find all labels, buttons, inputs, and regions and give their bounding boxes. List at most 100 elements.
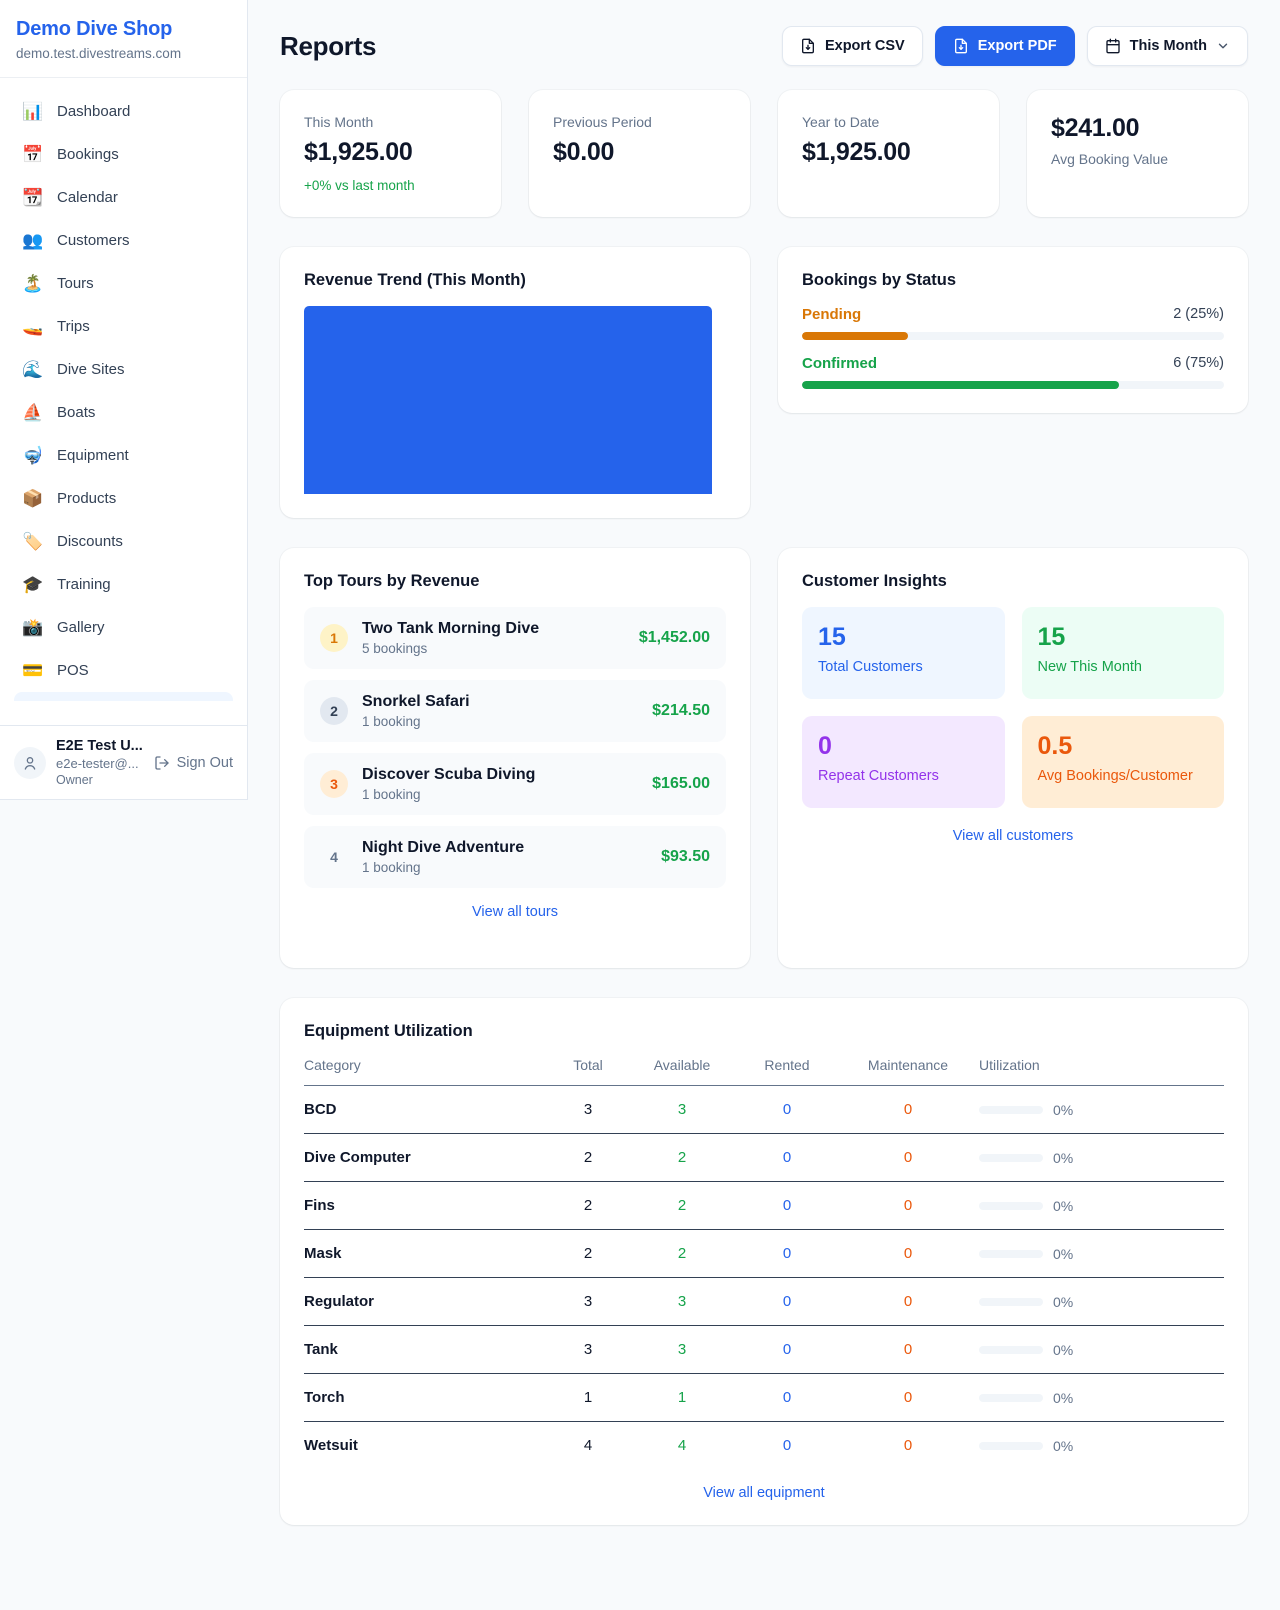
sidebar-item-label: Trips — [57, 318, 90, 335]
equipment-total: 2 — [583, 1197, 593, 1214]
revenue-trend-bar — [304, 306, 712, 494]
tour-name: Discover Scuba Diving — [362, 766, 536, 783]
calendar-icon — [1106, 38, 1120, 54]
status-label: Pending — [802, 306, 862, 323]
equipment-utilization: 0% — [979, 1390, 1224, 1406]
discounts-icon: 🏷️ — [22, 532, 44, 551]
equipment-category: Dive Computer — [304, 1149, 411, 1166]
insight-value: 15 — [818, 623, 846, 651]
utilization-percent: 0% — [1053, 1101, 1074, 1118]
sidebar-item-bookings[interactable]: 📅 Bookings — [12, 133, 235, 176]
equipment-utilization: 0% — [979, 1198, 1224, 1214]
stat-label: Avg Booking Value — [1051, 151, 1169, 167]
stat-value: $1,925.00 — [802, 138, 911, 166]
sign-out-label: Sign Out — [176, 754, 233, 771]
sidebar-item-label: Dashboard — [57, 103, 131, 120]
sidebar-item-tours[interactable]: 🏝️ Tours — [12, 262, 235, 305]
sidebar-item-discounts[interactable]: 🏷️ Discounts — [12, 520, 235, 563]
stat-value: $0.00 — [553, 138, 615, 166]
equipment-utilization: 0% — [979, 1294, 1224, 1310]
equipment-rented: 0 — [782, 1437, 792, 1454]
user-email: e2e-tester@... — [56, 756, 139, 771]
column-header: Total — [573, 1057, 603, 1073]
shop-name: Demo Dive Shop — [16, 18, 173, 40]
tour-info: Discover Scuba Diving 1 booking — [362, 766, 535, 802]
table-row: Dive Computer 2 2 0 0 0% — [304, 1134, 1224, 1182]
view-all-equipment-link[interactable]: View all equipment — [304, 1485, 1224, 1501]
calendar-icon: 📆 — [22, 188, 44, 207]
equipment-total: 2 — [583, 1245, 593, 1262]
sidebar-item-dive-sites[interactable]: 🌊 Dive Sites — [12, 348, 235, 391]
sidebar-item-label: Equipment — [57, 447, 129, 464]
insight-value: 0.5 — [1037, 732, 1073, 760]
revenue-trend-title: Revenue Trend (This Month) — [304, 271, 526, 289]
user-info: E2E Test U... e2e-tester@... Owner — [56, 738, 144, 787]
equipment-utilization: 0% — [979, 1150, 1224, 1166]
stat-card-avg-booking-value: $241.00 Avg Booking Value — [1027, 90, 1248, 217]
boats-icon: ⛵ — [22, 403, 44, 422]
mid-row: Top Tours by Revenue 1 Two Tank Morning D… — [280, 548, 1248, 968]
tour-row: 3 Discover Scuba Diving 1 booking $165.00 — [304, 753, 726, 815]
customer-insights-card: Customer Insights 15 Total Customers 15 New… — [778, 548, 1248, 968]
status-label: Confirmed — [802, 355, 877, 372]
export-pdf-button[interactable]: Export PDF — [934, 26, 1075, 66]
equipment-utilization: 0% — [979, 1342, 1224, 1358]
equipment-rented: 0 — [782, 1293, 792, 1310]
sidebar-item-products[interactable]: 📦 Products — [12, 477, 235, 520]
export-pdf-label: Export PDF — [977, 38, 1057, 54]
equipment-rented: 0 — [782, 1389, 792, 1406]
tour-info: Snorkel Safari 1 booking — [362, 693, 470, 729]
tour-bookings: 1 booking — [362, 787, 421, 802]
sidebar-item-active-partial[interactable] — [14, 692, 233, 701]
sidebar-item-equipment[interactable]: 🤿 Equipment — [12, 434, 235, 477]
page-header: Reports Export CSV Export PDF This Month — [280, 26, 1248, 66]
equipment-maintenance: 0 — [903, 1341, 913, 1358]
sidebar-item-boats[interactable]: ⛵ Boats — [12, 391, 235, 434]
file-export-icon — [954, 38, 967, 54]
sidebar-item-pos[interactable]: 💳 POS — [12, 649, 235, 692]
equipment-rented: 0 — [782, 1149, 792, 1166]
customer-insights-title: Customer Insights — [802, 572, 947, 590]
export-csv-button[interactable]: Export CSV — [781, 26, 923, 66]
pos-icon: 💳 — [22, 661, 44, 680]
table-row: Torch 1 1 0 0 0% — [304, 1374, 1224, 1422]
tour-name: Night Dive Adventure — [362, 839, 525, 856]
equipment-utilization-title: Equipment Utilization — [304, 1022, 473, 1040]
equipment-utilization: 0% — [979, 1246, 1224, 1262]
sidebar-item-customers[interactable]: 👥 Customers — [12, 219, 235, 262]
user-name: E2E Test U... — [56, 738, 143, 754]
tour-bookings: 5 bookings — [362, 641, 428, 656]
equipment-maintenance: 0 — [903, 1437, 913, 1454]
sign-out-button[interactable]: Sign Out — [154, 755, 233, 771]
table-row: Mask 2 2 0 0 0% — [304, 1230, 1224, 1278]
equipment-total: 3 — [583, 1101, 593, 1118]
sidebar-item-gallery[interactable]: 📸 Gallery — [12, 606, 235, 649]
rank-badge: 3 — [320, 770, 348, 798]
stats-row: This Month $1,925.00 +0% vs last month P… — [280, 90, 1248, 217]
status-bar-track — [802, 381, 1224, 389]
sidebar-item-trips[interactable]: 🚤 Trips — [12, 305, 235, 348]
equipment-category: Fins — [304, 1197, 335, 1214]
equipment-utilization: 0% — [979, 1438, 1224, 1454]
equipment-table-header: Category Total Available Rented Maintenance U… — [304, 1057, 1224, 1086]
utilization-bar-track — [979, 1249, 1043, 1258]
column-header: Available — [653, 1057, 711, 1073]
utilization-percent: 0% — [1053, 1389, 1074, 1406]
equipment-total: 3 — [583, 1293, 593, 1310]
period-dropdown[interactable]: This Month — [1086, 26, 1248, 66]
sidebar-item-label: Calendar — [57, 189, 118, 206]
sidebar-item-training[interactable]: 🎓 Training — [12, 563, 235, 606]
equipment-utilization-card: Equipment Utilization Category Total Avail… — [280, 998, 1248, 1525]
avatar — [14, 746, 46, 779]
utilization-percent: 0% — [1053, 1149, 1074, 1166]
sidebar-item-label: Tours — [57, 275, 94, 292]
sidebar-item-label: Gallery — [57, 619, 105, 636]
sidebar-item-label: Bookings — [57, 146, 119, 163]
charts-row: Revenue Trend (This Month) Bookings by S… — [280, 247, 1248, 518]
status-count: 2 (25%) — [1173, 306, 1224, 322]
view-all-tours-link[interactable]: View all tours — [304, 904, 726, 920]
sidebar-item-dashboard[interactable]: 📊 Dashboard — [12, 90, 235, 133]
view-all-customers-link[interactable]: View all customers — [802, 828, 1224, 844]
stat-label: Year to Date — [802, 114, 880, 130]
sidebar-item-calendar[interactable]: 📆 Calendar — [12, 176, 235, 219]
